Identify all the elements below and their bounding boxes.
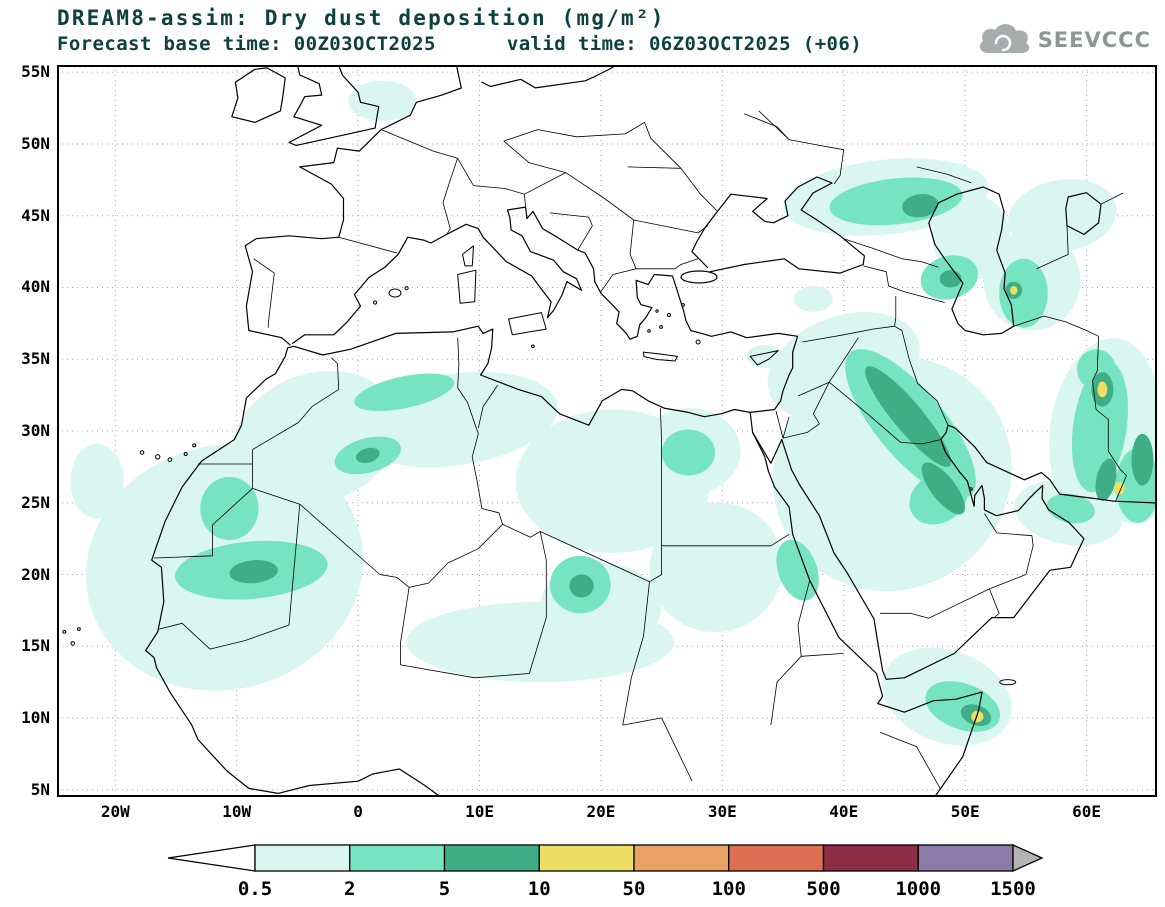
colorbar-label: 1500 [990, 878, 1036, 900]
island-capeverde-1 [71, 642, 75, 646]
border-path [628, 114, 790, 169]
island-aegean-2 [660, 326, 663, 329]
border-path [254, 237, 397, 328]
border-path [645, 122, 718, 211]
border-path [474, 122, 645, 207]
colorbar-segment [350, 845, 445, 871]
dust-area-level-1 [794, 286, 833, 312]
colorbar-label: 500 [806, 878, 840, 900]
y-axis-label: 55N [2, 62, 50, 82]
island-rhodes [696, 340, 700, 344]
border-path [409, 524, 503, 587]
colorbar-label: 50 [623, 878, 646, 900]
colorbar-segment [634, 845, 729, 871]
dust-contour-layer [58, 81, 1157, 763]
dust-forecast-chart: DREAM8-assim: Dry dust deposition (mg/m²… [0, 0, 1165, 907]
dust-area-level-4 [1098, 381, 1108, 397]
colorbar-arrow-above [1013, 845, 1042, 871]
y-axis-label: 15N [2, 636, 50, 656]
map-canvas [57, 65, 1157, 797]
y-axis-label: 35N [2, 349, 50, 369]
colorbar-label: 2 [344, 878, 355, 900]
island-aegean-4 [648, 330, 651, 333]
colorbar-segment [729, 845, 824, 871]
x-axis-label: 10W [222, 802, 251, 821]
x-axis-label: 10E [465, 802, 494, 821]
island-capeverde-3 [78, 628, 81, 631]
x-axis-label: 50E [951, 802, 980, 821]
colorbar-segment [539, 845, 634, 871]
island-aegean-3 [682, 304, 685, 307]
coastline-suez-canal [750, 412, 752, 432]
dust-area-level-1 [348, 81, 416, 121]
island-corsica [463, 246, 474, 266]
y-axis-label: 40N [2, 277, 50, 297]
island-capeverde-2 [63, 631, 66, 634]
y-axis-label: 45N [2, 206, 50, 226]
dust-area-level-3 [569, 575, 593, 598]
colorbar-segment [445, 845, 540, 871]
dust-area-level-3 [1132, 434, 1154, 486]
dust-area-level-4 [1010, 286, 1017, 295]
x-axis-label: 60E [1072, 802, 1101, 821]
dust-area-level-3 [940, 270, 962, 287]
cloud-icon [975, 20, 1033, 60]
island-aegean-5 [656, 310, 658, 312]
border-path [381, 130, 473, 235]
dust-area-level-2 [200, 477, 258, 540]
logo-text: SEEVCCC [1038, 28, 1151, 52]
colorbar-label: 1000 [895, 878, 941, 900]
colorbar-label: 0.5 [238, 878, 272, 900]
colorbar: 0.5 2 5 10 50 100 500 1000 1500 [0, 833, 1165, 905]
y-axis-label: 10N [2, 708, 50, 728]
colorbar-arrow-below [168, 845, 255, 871]
island-mallorca [389, 289, 401, 297]
colorbar-label: 10 [528, 878, 551, 900]
chart-title: DREAM8-assim: Dry dust deposition (mg/m²… [57, 6, 666, 30]
x-axis-label: 20W [101, 802, 130, 821]
coastline-marmara-sea [681, 271, 717, 283]
colorbar-label: 100 [712, 878, 746, 900]
chart-subtitle: Forecast base time: 00Z03OCT2025 valid t… [57, 33, 862, 55]
y-axis-label: 50N [2, 134, 50, 154]
dust-area-level-1 [70, 444, 123, 519]
island-canary-1 [140, 451, 144, 455]
x-axis-label: 40E [829, 802, 858, 821]
coastline-baltic [482, 65, 616, 88]
colorbar-segment [255, 845, 350, 871]
x-axis-label: 20E [586, 802, 615, 821]
island-sardinia [458, 270, 476, 303]
border-path [601, 199, 708, 292]
y-axis-label: 5N [2, 780, 50, 800]
island-canary-5 [193, 444, 196, 447]
island-sicily [509, 313, 547, 335]
y-axis-label: 20N [2, 565, 50, 585]
x-axis-label: 0 [353, 802, 363, 821]
island-ibiza [374, 301, 377, 304]
coastline-ireland [232, 68, 285, 123]
colorbar-segment [918, 845, 1013, 871]
seevccc-logo: SEEVCCC [975, 20, 1151, 60]
dust-area-level-2 [662, 430, 715, 476]
island-menorca [405, 287, 408, 290]
colorbar-label: 5 [439, 878, 450, 900]
island-canary-2 [156, 455, 160, 459]
island-malta [532, 345, 535, 348]
colorbar-segment [824, 845, 919, 871]
island-aegean-1 [668, 314, 671, 317]
map-plot [57, 65, 1157, 797]
border-path [550, 213, 593, 250]
x-axis-label: 30E [708, 802, 737, 821]
y-axis-label: 25N [2, 493, 50, 513]
y-axis-label: 30N [2, 421, 50, 441]
